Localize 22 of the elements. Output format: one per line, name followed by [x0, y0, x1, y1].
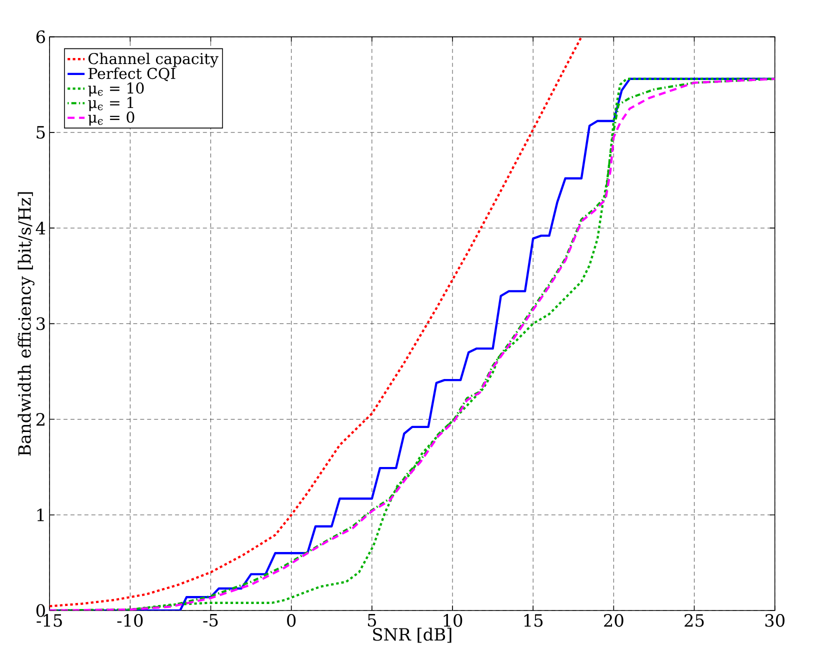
- x-tick-label: 20: [604, 614, 624, 628]
- y-axis-title: Bandwidth efficiency [bit/s/Hz]: [18, 192, 34, 456]
- x-tick-label: 15: [524, 614, 543, 628]
- y-tick-label: 1: [37, 508, 44, 522]
- y-tick-label: 2: [36, 413, 44, 426]
- x-tick-label: 10: [444, 614, 462, 628]
- x-tick-label: 30: [765, 614, 784, 628]
- legend-label: μ$_{ϵ}$ = 10: [88, 82, 144, 97]
- x-tick-label: -5: [203, 614, 218, 627]
- legend-label: μ$_{ϵ}$ = 1: [88, 97, 134, 112]
- x-axis-title: SNR [dB]: [373, 628, 452, 643]
- x-tick-label: 25: [684, 614, 704, 628]
- x-tick-label: 0: [287, 614, 296, 628]
- y-tick-label: 4: [36, 222, 46, 235]
- y-tick-label: 3: [36, 317, 45, 330]
- x-tick-label: -10: [117, 614, 143, 628]
- legend-label: Perfect CQI: [88, 68, 176, 82]
- y-tick-label: 5: [36, 126, 45, 139]
- legend-label: Channel capacity: [88, 52, 218, 68]
- x-tick-label: 5: [368, 614, 376, 627]
- legend-label: μ$_{ϵ}$ = 0: [88, 112, 134, 126]
- y-tick-label: 6: [36, 30, 45, 44]
